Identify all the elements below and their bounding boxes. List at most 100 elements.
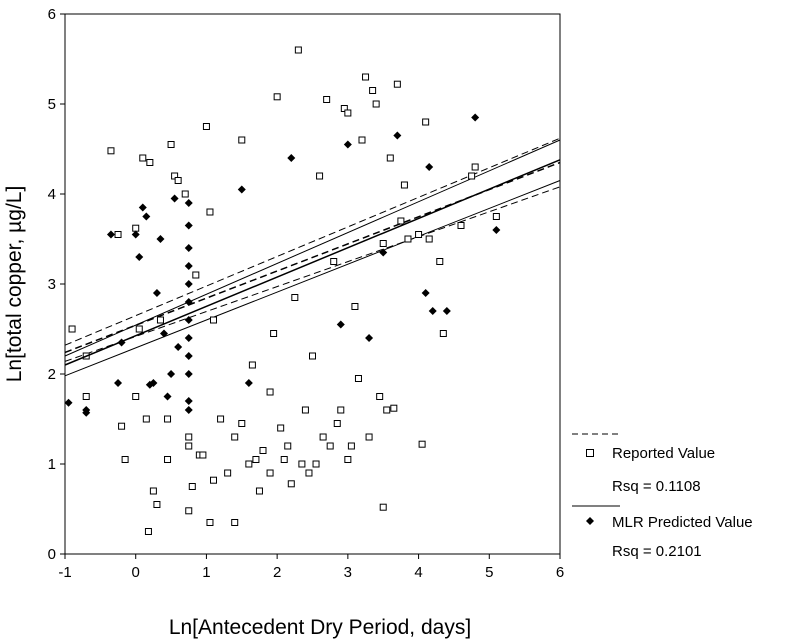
point-reported — [312, 460, 320, 468]
data-points — [64, 46, 501, 535]
point-reported — [354, 375, 362, 382]
point-mlr-predicted — [244, 379, 253, 387]
point-reported — [121, 456, 129, 463]
point-mlr-predicted — [82, 406, 91, 414]
point-reported — [202, 123, 210, 130]
point-reported — [344, 456, 352, 463]
point-reported — [210, 316, 217, 324]
y-tick-label: 4 — [48, 186, 56, 203]
point-mlr-predicted — [343, 140, 352, 149]
point-reported — [185, 442, 193, 450]
point-reported — [369, 87, 377, 94]
point-reported — [153, 501, 161, 508]
point-reported — [323, 96, 331, 103]
point-reported — [457, 222, 465, 229]
y-tick-label: 5 — [48, 96, 56, 113]
point-mlr-predicted — [442, 307, 451, 315]
point-reported — [135, 325, 143, 333]
point-reported — [439, 330, 447, 337]
point-reported — [118, 422, 126, 430]
y-tick-label: 6 — [48, 6, 56, 23]
legend-open-square-icon — [586, 449, 594, 457]
point-reported — [326, 442, 334, 450]
point-reported — [309, 352, 316, 360]
point-reported — [422, 118, 430, 126]
point-mlr-predicted — [336, 320, 345, 329]
point-mlr-predicted — [174, 343, 183, 351]
point-reported — [259, 447, 267, 454]
point-reported — [185, 433, 193, 441]
point-mlr-predicted — [184, 370, 193, 378]
point-reported — [164, 415, 172, 423]
point-reported — [82, 393, 90, 400]
plot-frame — [64, 13, 561, 555]
point-reported — [471, 163, 479, 171]
fit-line — [64, 159, 561, 366]
point-reported — [174, 177, 182, 184]
point-reported — [425, 235, 433, 243]
point-mlr-predicted — [184, 397, 193, 405]
point-mlr-predicted — [114, 379, 123, 387]
point-reported — [404, 235, 412, 243]
point-mlr-predicted — [152, 289, 161, 297]
point-reported — [266, 388, 274, 396]
point-reported — [146, 159, 154, 166]
point-reported — [390, 404, 398, 412]
point-reported — [167, 141, 175, 148]
x-tick-label: 2 — [273, 564, 281, 581]
point-mlr-predicted — [167, 370, 176, 378]
point-reported — [231, 519, 239, 526]
point-reported — [245, 460, 253, 468]
y-tick-label: 3 — [48, 276, 56, 293]
point-reported — [379, 503, 387, 511]
x-tick-label: 5 — [485, 564, 493, 581]
point-reported — [305, 469, 313, 477]
point-reported — [277, 424, 285, 432]
point-reported — [199, 451, 207, 459]
point-mlr-predicted — [184, 352, 193, 360]
point-reported — [68, 325, 76, 333]
legend-mlr-label: MLR Predicted Value — [612, 514, 753, 531]
x-axis-ticks: -1 0 1 2 3 4 5 6 — [58, 554, 564, 581]
point-reported — [344, 109, 352, 117]
x-tick-label: 4 — [414, 564, 422, 581]
y-tick-label: 2 — [48, 366, 56, 383]
ci-line-lower — [64, 180, 561, 377]
point-reported — [280, 456, 288, 463]
point-reported — [386, 154, 394, 162]
point-mlr-predicted — [184, 334, 193, 342]
y-tick-label: 0 — [48, 546, 56, 563]
point-reported — [273, 93, 281, 101]
point-reported — [192, 271, 200, 279]
point-reported — [287, 480, 295, 488]
point-reported — [149, 487, 157, 495]
point-reported — [400, 181, 408, 189]
point-reported — [340, 105, 348, 112]
point-reported — [238, 420, 246, 427]
point-mlr-predicted — [138, 203, 147, 212]
legend-filled-diamond-icon — [586, 517, 594, 525]
point-reported — [298, 460, 306, 468]
point-mlr-predicted — [393, 131, 402, 140]
point-mlr-predicted — [149, 379, 158, 387]
point-reported — [376, 393, 384, 400]
y-tick-label: 1 — [48, 456, 56, 473]
point-reported — [393, 80, 401, 88]
point-mlr-predicted — [184, 316, 193, 324]
point-reported — [468, 172, 476, 180]
point-reported — [301, 406, 309, 414]
point-mlr-predicted — [287, 154, 296, 162]
point-mlr-predicted — [184, 244, 193, 252]
point-reported — [156, 316, 164, 324]
point-mlr-predicted — [170, 194, 179, 203]
y-axis-title: Ln[total copper, µg/L] — [3, 186, 26, 383]
point-reported — [351, 303, 359, 310]
point-mlr-predicted — [106, 230, 115, 239]
point-reported — [333, 420, 341, 427]
point-mlr-predicted — [64, 398, 73, 407]
point-reported — [132, 393, 140, 400]
point-reported — [164, 456, 172, 463]
point-reported — [330, 258, 338, 265]
point-mlr-predicted — [428, 307, 437, 315]
point-reported — [270, 330, 278, 337]
